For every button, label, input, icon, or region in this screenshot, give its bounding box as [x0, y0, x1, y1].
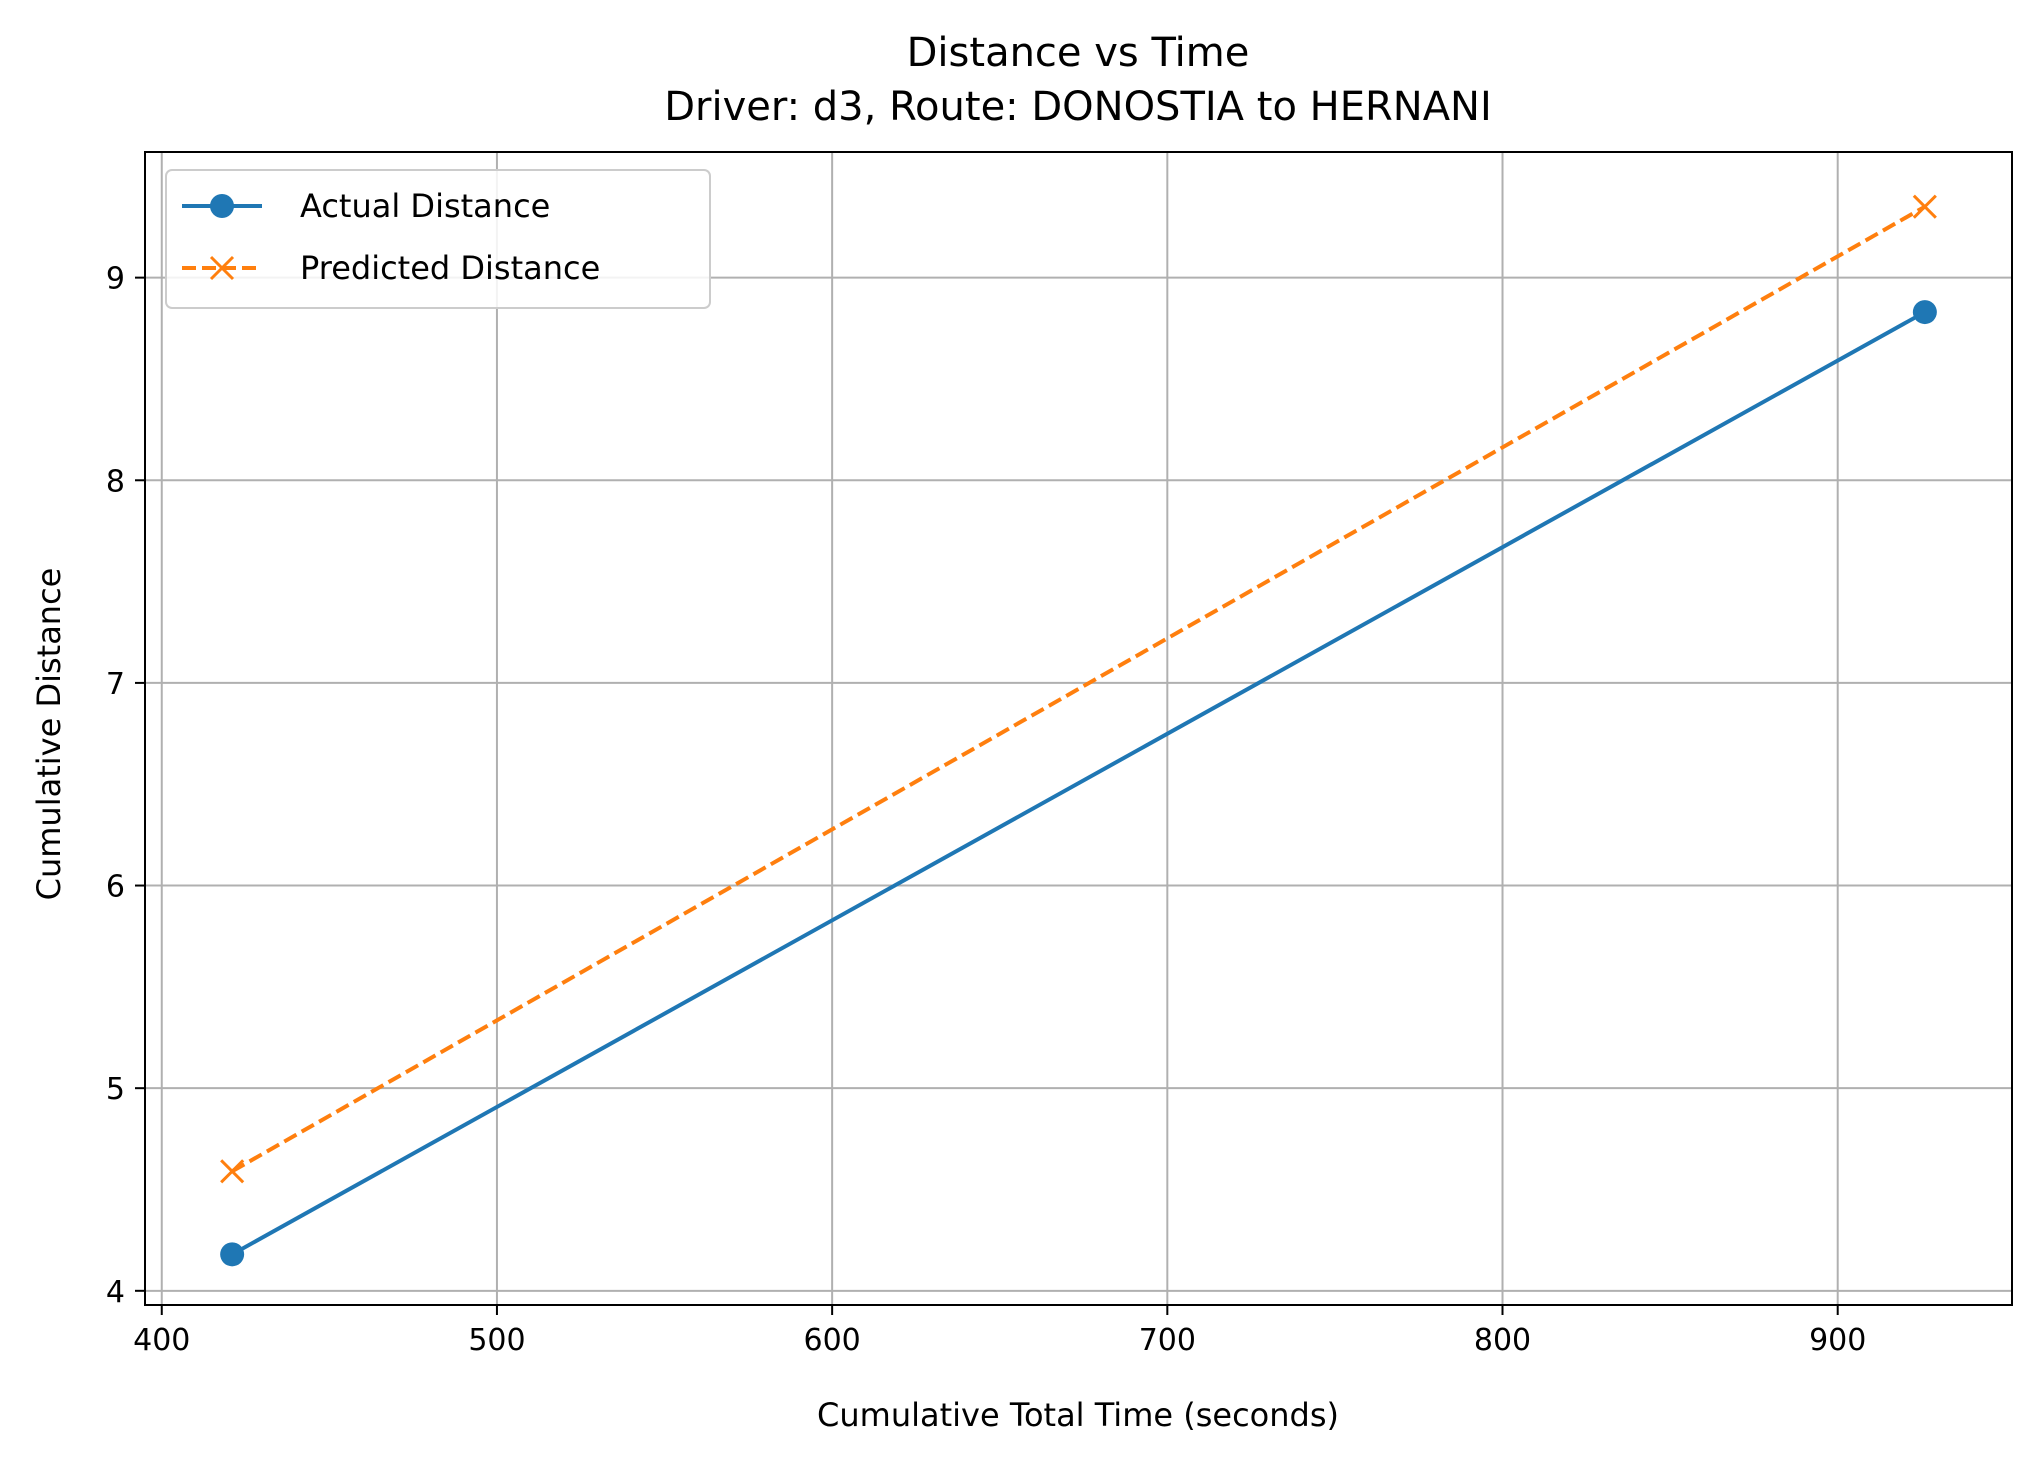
series: [220, 194, 1937, 1267]
legend-label: Predicted Distance: [300, 249, 600, 287]
x-tick-label: 400: [133, 1323, 190, 1358]
data-point: [220, 1242, 245, 1267]
y-tick-label: 4: [106, 1275, 125, 1310]
legend-entry: Actual Distance: [182, 187, 550, 225]
chart-title: Distance vs Time: [907, 30, 1250, 76]
x-tick-label: 600: [804, 1323, 861, 1358]
axes: 400 500 600 700 800 900 4 5 6 7 8 9: [106, 151, 2013, 1358]
y-tick-label: 6: [106, 870, 125, 905]
series-actual: [220, 300, 1937, 1267]
x-tick-label: 700: [1139, 1323, 1196, 1358]
x-tick-label: 500: [468, 1323, 525, 1358]
marker-stroke: [220, 1159, 245, 1184]
y-tick-label: 5: [106, 1072, 125, 1107]
legend-frame: [165, 169, 711, 309]
series-predicted: [220, 194, 1937, 1184]
legend-swatch-marker: [210, 194, 234, 218]
y-axis-label: Cumulative Distance: [30, 568, 68, 901]
legend-swatch-marker: [209, 255, 235, 281]
data-point: [220, 1159, 245, 1184]
series-line: [231, 204, 1926, 1173]
y-tick-label: 9: [106, 262, 125, 297]
x-axis-label: Cumulative Total Time (seconds): [817, 1396, 1339, 1434]
legend: Actual Distance Predicted Distance: [165, 169, 711, 309]
x-tick-label: 900: [1809, 1323, 1866, 1358]
x-tick-label: 800: [1474, 1323, 1531, 1358]
data-point: [1912, 300, 1937, 325]
marker-stroke: [1912, 194, 1937, 219]
legend-label: Actual Distance: [300, 187, 550, 225]
data-point: [1912, 194, 1937, 219]
chart-subtitle: Driver: d3, Route: DONOSTIA to HERNANI: [664, 84, 1492, 130]
legend-entry: Predicted Distance: [182, 249, 600, 287]
plot-frame: [144, 151, 2013, 1306]
y-tick-label: 7: [106, 667, 125, 702]
grid: [145, 152, 2012, 1305]
series-line: [231, 310, 1926, 1257]
y-tick-label: 8: [106, 464, 125, 499]
